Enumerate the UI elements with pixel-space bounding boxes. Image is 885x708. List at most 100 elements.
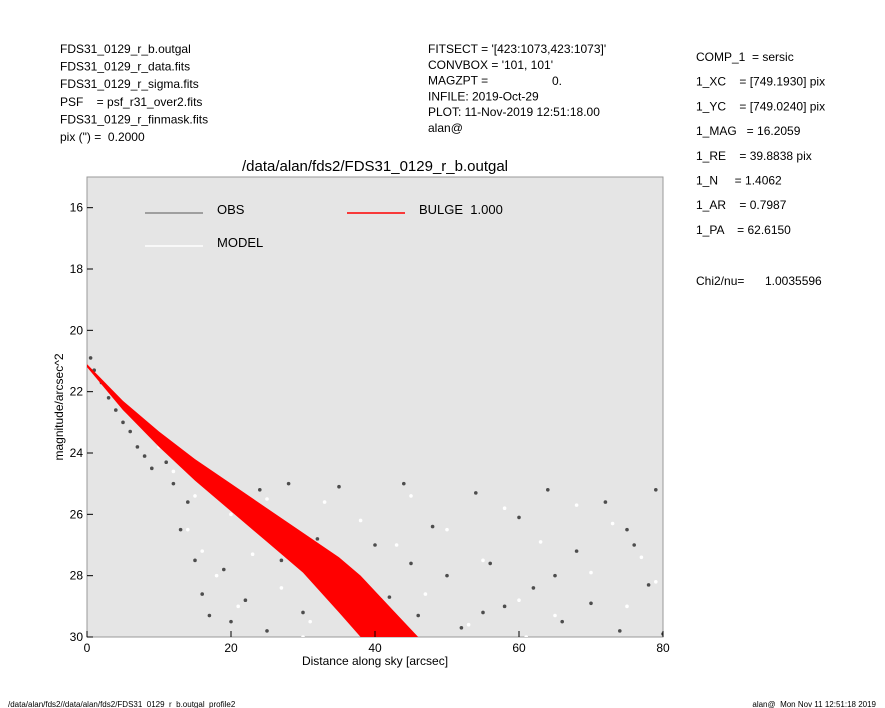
- y-axis-label: magnitude/arcsec^2: [52, 353, 66, 460]
- point: [654, 580, 658, 584]
- point: [589, 601, 593, 606]
- y-tick-label: 22: [70, 385, 84, 399]
- point: [481, 610, 485, 615]
- point: [279, 558, 284, 563]
- point: [265, 629, 269, 633]
- point: [301, 610, 305, 615]
- x-tick-label: 0: [84, 641, 91, 655]
- point: [402, 481, 406, 486]
- point: [654, 488, 658, 492]
- legend-label: BULGE 1.000: [419, 202, 503, 217]
- point: [128, 429, 132, 434]
- y-tick-label: 24: [70, 446, 84, 460]
- point: [409, 561, 413, 566]
- point: [322, 500, 327, 504]
- point: [524, 635, 528, 637]
- point: [88, 356, 93, 360]
- point: [394, 543, 399, 547]
- point: [121, 420, 125, 425]
- point: [481, 558, 485, 563]
- header-middle-line: INFILE: 2019-Oct-29: [428, 89, 539, 103]
- x-axis-label: Distance along sky [arcsec]: [302, 654, 448, 668]
- header-left-line: FDS31_0129_r_sigma.fits: [60, 77, 199, 91]
- point: [236, 604, 240, 609]
- point: [286, 481, 291, 486]
- point: [373, 543, 377, 547]
- point: [308, 619, 313, 624]
- point: [265, 497, 269, 501]
- point: [409, 494, 413, 498]
- chi2-value: 1.0035596: [765, 274, 822, 288]
- y-tick-label: 30: [70, 630, 84, 644]
- point: [200, 592, 204, 596]
- point: [560, 619, 564, 624]
- point: [358, 518, 363, 523]
- header-middle-line: FITSECT = '[423:1073,423:1073]': [428, 42, 606, 56]
- header-left-line: pix (") = 0.2000: [60, 130, 145, 144]
- point: [416, 613, 421, 618]
- point: [229, 512, 233, 517]
- point: [589, 570, 593, 575]
- point: [639, 555, 644, 560]
- point: [553, 613, 557, 618]
- y-tick-label: 18: [70, 262, 84, 276]
- header-left-line: FDS31_0129_r_b.outgal: [60, 42, 191, 56]
- point: [553, 573, 557, 578]
- point: [214, 573, 219, 578]
- point: [193, 494, 197, 498]
- legend-label: MODEL: [217, 235, 263, 250]
- header-left-line: FDS31_0129_r_data.fits: [60, 60, 190, 74]
- x-tick-label: 60: [512, 641, 526, 655]
- point: [574, 549, 579, 553]
- point: [632, 543, 636, 547]
- point: [387, 595, 392, 599]
- point: [531, 586, 536, 590]
- point: [517, 515, 521, 520]
- parameter-line: 1_PA = 62.6150: [696, 223, 791, 237]
- point: [610, 521, 615, 526]
- point: [538, 540, 543, 544]
- point: [164, 460, 168, 465]
- point: [502, 604, 507, 609]
- point: [618, 629, 622, 633]
- point: [178, 527, 183, 532]
- header-middle-line: alan@: [428, 121, 463, 135]
- point: [200, 549, 204, 553]
- point: [459, 626, 464, 630]
- chart-title: /data/alan/fds2/FDS31_0129_r_b.outgal: [242, 158, 508, 175]
- x-tick-label: 20: [224, 641, 238, 655]
- y-tick-label: 26: [70, 507, 84, 521]
- point: [135, 445, 140, 449]
- point: [423, 592, 428, 596]
- parameter-line: 1_N = 1.4062: [696, 174, 782, 188]
- point: [625, 604, 629, 609]
- point: [315, 537, 320, 541]
- magzpt-value: 0.: [552, 74, 562, 88]
- point: [150, 466, 154, 471]
- plot-area: [86, 176, 664, 638]
- bulge-band: [87, 364, 419, 637]
- header-middle-line: CONVBOX = '101, 101': [428, 58, 553, 72]
- plot-marks: [87, 356, 663, 637]
- point: [337, 484, 341, 489]
- point: [171, 469, 176, 474]
- point: [646, 583, 651, 587]
- point: [445, 527, 449, 532]
- point: [488, 561, 493, 566]
- legend-label: OBS: [217, 202, 245, 217]
- header-middle-line: MAGZPT =: [428, 74, 488, 88]
- y-tick-label: 20: [70, 323, 84, 337]
- point: [243, 598, 248, 602]
- point: [517, 598, 521, 602]
- point: [222, 567, 226, 572]
- y-tick-label: 28: [70, 569, 84, 583]
- point: [574, 503, 579, 507]
- parameter-line: 1_MAG = 16.2059: [696, 124, 801, 138]
- y-tick-label: 16: [70, 201, 84, 215]
- point: [603, 500, 608, 504]
- header-left-line: FDS31_0129_r_finmask.fits: [60, 112, 208, 126]
- parameter-line: 1_XC = [749.1930] pix: [696, 75, 825, 89]
- x-tick-label: 40: [368, 641, 382, 655]
- point: [258, 488, 262, 492]
